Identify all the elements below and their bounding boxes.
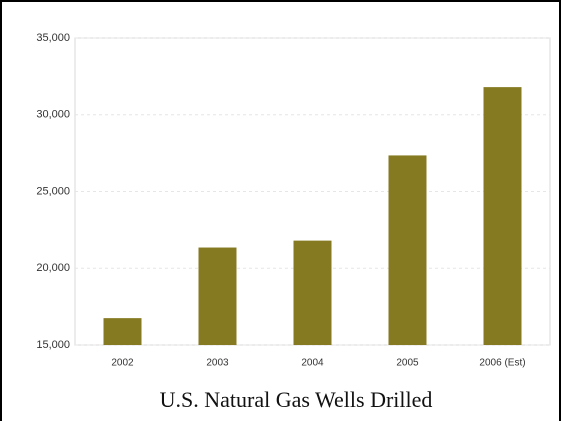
y-tick-label: 20,000 bbox=[36, 262, 70, 274]
y-tick-label: 30,000 bbox=[36, 109, 70, 121]
bar bbox=[293, 240, 332, 345]
y-tick-label: 25,000 bbox=[36, 185, 70, 197]
x-tick-label: 2006 (Est) bbox=[479, 358, 525, 369]
x-tick-label: 2003 bbox=[206, 358, 229, 369]
y-tick-label: 15,000 bbox=[36, 339, 70, 351]
x-tick-label: 2004 bbox=[301, 358, 324, 369]
chart-title: U.S. Natural Gas Wells Drilled bbox=[160, 387, 433, 412]
bar bbox=[103, 318, 142, 345]
x-tick-label: 2005 bbox=[396, 358, 419, 369]
bar bbox=[388, 155, 427, 345]
bar bbox=[198, 247, 237, 345]
bar bbox=[483, 87, 522, 346]
y-tick-label: 35,000 bbox=[36, 32, 70, 44]
x-tick-label: 2002 bbox=[111, 358, 134, 369]
